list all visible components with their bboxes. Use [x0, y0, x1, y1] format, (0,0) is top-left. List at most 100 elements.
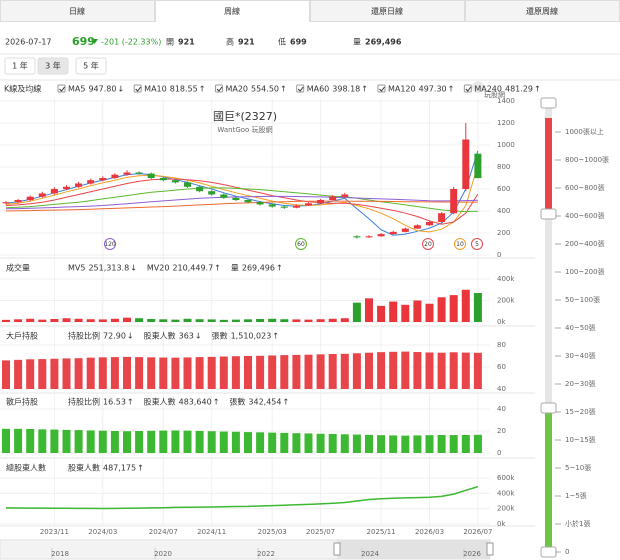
legend-trend: ↓	[195, 332, 202, 341]
slider-handle[interactable]	[540, 208, 557, 220]
candle-body	[474, 153, 482, 179]
legend-checkbox[interactable]	[296, 84, 305, 93]
quote-high-label: 高	[226, 37, 234, 47]
candle-body	[171, 180, 179, 183]
bar	[38, 319, 47, 322]
panel-title: 總股東人數	[6, 463, 46, 473]
slider-label: 20~30張	[565, 380, 596, 388]
quote-open-label: 開	[166, 38, 174, 47]
bar	[231, 431, 240, 453]
tab-label[interactable]: 還原日線	[371, 6, 403, 16]
y-tick-label: 40	[497, 405, 506, 413]
bar	[256, 318, 265, 322]
legend-name: MV5	[68, 264, 85, 273]
legend-trend: ↑	[361, 85, 368, 94]
y-tick-label: 60	[497, 363, 506, 371]
slider-handle[interactable]	[540, 97, 557, 109]
range-label[interactable]: 5 年	[83, 61, 99, 71]
candle-body	[329, 196, 337, 200]
bar	[292, 433, 301, 453]
bar	[171, 430, 180, 453]
bar	[328, 433, 337, 453]
bar	[340, 353, 349, 389]
candle-body	[401, 228, 409, 232]
candle-body	[147, 173, 155, 178]
slider-label: 15~20張	[565, 408, 596, 416]
y-tick-label: 200k	[497, 505, 515, 513]
moving-average-line	[5, 195, 478, 210]
bar	[352, 302, 361, 322]
marker	[104, 238, 116, 250]
legend-checkbox[interactable]	[377, 84, 386, 93]
slider-label: 600~800張	[565, 184, 605, 192]
bar	[98, 430, 107, 453]
navigator-handle[interactable]	[333, 542, 341, 556]
range-label[interactable]: 3 年	[45, 61, 61, 71]
bar	[62, 429, 71, 453]
legend-name: MA60	[307, 85, 330, 94]
candle-body	[196, 186, 204, 192]
checkmark	[59, 86, 65, 92]
bar	[62, 358, 71, 389]
range-button[interactable]	[75, 57, 107, 75]
slider-label: 30~40張	[565, 352, 596, 360]
bar	[449, 295, 458, 322]
chart-subtitle: WantGoo 玩股網	[217, 125, 272, 134]
bar	[401, 351, 410, 389]
slider-handle[interactable]	[540, 546, 557, 558]
bar	[135, 318, 144, 322]
moving-average-line	[5, 187, 478, 213]
bar	[183, 357, 192, 389]
legend-value: 398.18	[332, 85, 360, 94]
range-button[interactable]	[37, 57, 69, 75]
bar	[449, 435, 458, 453]
y-tick-label: 0k	[497, 520, 506, 528]
bar	[268, 355, 277, 389]
navigator-handle[interactable]	[486, 542, 494, 556]
bar	[268, 432, 277, 453]
bar	[449, 352, 458, 389]
legend-name: MV20	[147, 264, 170, 273]
legend-checkbox[interactable]	[133, 84, 142, 93]
marker	[454, 238, 466, 250]
legend-trend: ↓	[130, 264, 137, 273]
slider-red	[545, 118, 552, 214]
checkmark	[216, 86, 223, 92]
candle-body	[208, 191, 216, 195]
tab-label[interactable]: 周線	[224, 6, 240, 16]
legend-value: 16.53	[103, 398, 126, 407]
tab[interactable]	[310, 0, 465, 22]
legend-checkbox[interactable]	[463, 84, 472, 93]
navigator-window[interactable]	[337, 540, 490, 559]
legend-trend: ↑	[448, 85, 455, 94]
bar	[98, 357, 107, 389]
candle-body	[75, 183, 83, 187]
bar	[14, 319, 23, 322]
bar	[425, 303, 434, 322]
bar	[365, 434, 373, 453]
navigator-year: 2018	[51, 550, 69, 558]
legend-trend: ↓	[117, 85, 124, 94]
slider-handle[interactable]	[540, 402, 557, 414]
legend-name: MA240	[474, 85, 502, 94]
legend-checkbox[interactable]	[214, 84, 223, 93]
tab-label[interactable]: 日線	[69, 6, 85, 16]
y-tick-label: 200k	[497, 297, 515, 305]
bar	[219, 356, 228, 389]
tab[interactable]	[0, 0, 155, 22]
candle-body	[220, 194, 228, 198]
bar	[268, 318, 277, 322]
legend-value: 269,496	[242, 264, 275, 273]
marker-label: 120	[104, 241, 116, 248]
legend-name: MA10	[144, 85, 167, 94]
range-label[interactable]: 1 年	[12, 61, 28, 71]
candle-body	[292, 205, 300, 208]
moving-average-line	[5, 200, 478, 212]
legend-checkbox[interactable]	[57, 84, 66, 93]
bar	[413, 300, 422, 322]
range-button[interactable]	[4, 57, 36, 75]
quote-volume-label: 量	[353, 38, 361, 47]
tab-label[interactable]: 還原周線	[526, 6, 558, 16]
bar	[340, 434, 349, 453]
slider-label: 400~600張	[565, 212, 605, 220]
